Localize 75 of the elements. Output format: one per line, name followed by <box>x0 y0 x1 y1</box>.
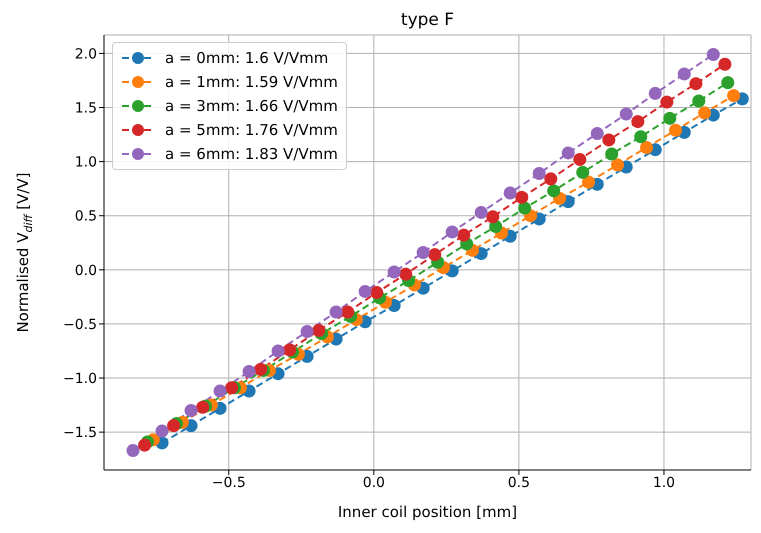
point <box>602 133 616 146</box>
point <box>706 48 720 61</box>
point <box>428 248 442 262</box>
y-tick-label: 1.5 <box>74 100 97 116</box>
point <box>660 96 674 109</box>
y-tick-label: −0.5 <box>63 316 97 333</box>
legend-label: a = 0mm: 1.6 V/Vmm <box>165 49 328 67</box>
legend-label: a = 1mm: 1.59 V/Vmm <box>165 73 338 91</box>
point <box>648 86 662 100</box>
point <box>590 126 604 140</box>
point <box>358 284 372 298</box>
point <box>312 324 326 337</box>
point <box>457 228 470 242</box>
x-tick-label: 1.0 <box>652 474 676 491</box>
point <box>225 381 238 394</box>
point <box>532 167 546 180</box>
x-tick-label: 0.5 <box>508 474 530 491</box>
point <box>544 172 558 186</box>
chart-title: type F <box>400 10 456 30</box>
point <box>605 148 618 161</box>
point <box>727 89 740 102</box>
point <box>370 286 384 300</box>
point <box>547 184 560 198</box>
point <box>214 384 227 398</box>
point <box>242 365 256 378</box>
point <box>515 190 528 204</box>
point <box>330 306 343 319</box>
point <box>663 112 676 125</box>
point <box>689 77 702 90</box>
legend-label: a = 6mm: 1.83 V/Vmm <box>165 145 338 163</box>
point <box>156 424 169 438</box>
point <box>446 225 459 238</box>
point <box>341 306 354 319</box>
point <box>504 186 517 200</box>
point <box>167 419 180 432</box>
y-tick-label: 1.0 <box>74 154 97 171</box>
y-tick-label: −1.5 <box>63 425 97 442</box>
point <box>669 124 682 137</box>
point <box>692 94 706 108</box>
point <box>272 344 285 358</box>
point <box>388 265 401 278</box>
point <box>718 58 732 71</box>
point <box>416 246 430 259</box>
y-tick-label: −1.0 <box>63 370 97 387</box>
point <box>678 67 691 80</box>
point <box>582 176 596 189</box>
point <box>254 362 268 376</box>
point <box>721 76 734 90</box>
legend-label: a = 5mm: 1.76 V/Vmm <box>165 121 338 139</box>
point <box>518 202 532 215</box>
y-tick-label: 2.0 <box>74 46 97 62</box>
point <box>631 115 644 128</box>
y-tick-label: 0.0 <box>74 262 97 279</box>
point <box>474 206 488 219</box>
point <box>283 343 296 356</box>
point <box>138 438 152 452</box>
point <box>634 130 648 144</box>
point <box>399 268 412 281</box>
x-tick-label: 0.0 <box>362 474 385 491</box>
point <box>698 106 712 120</box>
x-axis-title: Inner coil position [mm] <box>338 503 518 521</box>
x-tick-label: −0.5 <box>212 474 246 491</box>
point <box>196 400 210 414</box>
point <box>620 107 633 120</box>
point <box>640 141 654 154</box>
point <box>184 404 198 417</box>
point <box>126 444 140 458</box>
point <box>562 146 575 160</box>
point <box>300 324 314 338</box>
point <box>576 166 590 179</box>
legend-label: a = 3mm: 1.66 V/Vmm <box>165 97 338 115</box>
y-tick-label: 0.5 <box>74 208 97 225</box>
point <box>573 152 586 166</box>
point <box>486 210 500 224</box>
point <box>611 158 624 172</box>
